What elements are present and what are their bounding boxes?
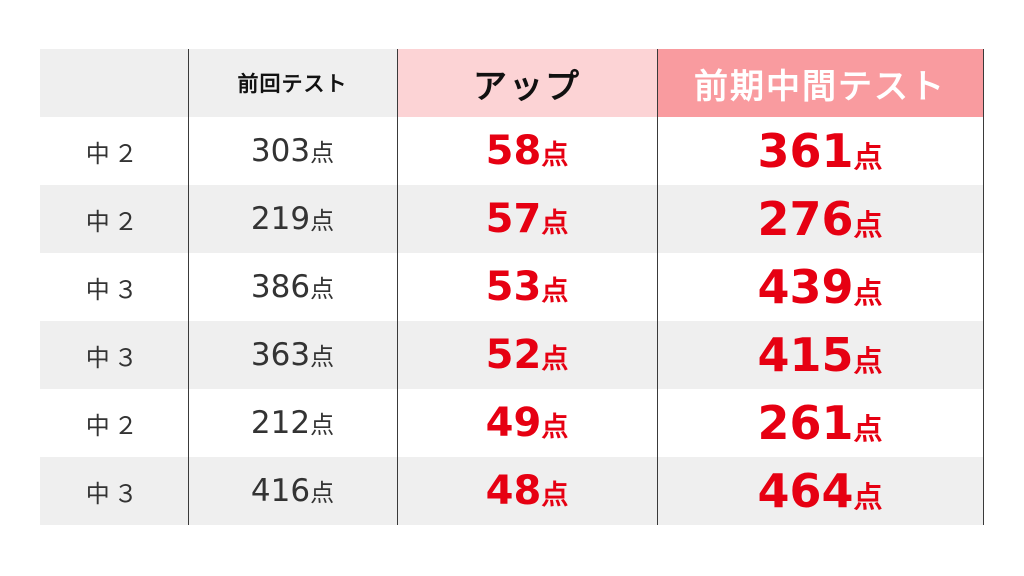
previous-score-value: 219 xyxy=(250,201,311,237)
previous-score-cell: 219点 xyxy=(187,185,397,253)
up-score-value: 58 xyxy=(485,128,542,174)
previous-score-cell: 386点 xyxy=(187,253,397,321)
midterm-score-value: 276 xyxy=(757,192,854,246)
up-score-value: 52 xyxy=(485,332,542,378)
header-row: 前回テスト アップ 前期中間テスト xyxy=(40,49,984,117)
previous-score-cell: 363点 xyxy=(187,321,397,389)
header-up-label: アップ xyxy=(473,66,581,107)
table-row: 中２ 303点 58点 361点 xyxy=(40,117,984,185)
previous-score-cell: 212点 xyxy=(187,389,397,457)
grade-cell: 中３ xyxy=(40,457,188,525)
header-previous-test-label: 前回テスト xyxy=(237,72,348,96)
midterm-score-cell: 415点 xyxy=(656,321,984,389)
previous-score-value: 416 xyxy=(250,473,311,509)
grade-cell: 中２ xyxy=(40,185,188,253)
score-unit: 点 xyxy=(541,480,569,511)
header-previous-test: 前回テスト xyxy=(187,49,397,117)
score-unit: 点 xyxy=(541,140,569,171)
grade-cell: 中３ xyxy=(40,253,188,321)
previous-score-value: 363 xyxy=(250,337,311,373)
up-score-cell: 49点 xyxy=(396,389,657,457)
midterm-score-value: 415 xyxy=(757,328,854,382)
header-grade xyxy=(40,49,188,117)
midterm-score-cell: 439点 xyxy=(656,253,984,321)
previous-score-cell: 416点 xyxy=(187,457,397,525)
table-row: 中３ 416点 48点 464点 xyxy=(40,457,984,525)
midterm-score-cell: 361点 xyxy=(656,117,984,185)
up-score-cell: 57点 xyxy=(396,185,657,253)
midterm-score-cell: 276点 xyxy=(656,185,984,253)
table-row: 中３ 386点 53点 439点 xyxy=(40,253,984,321)
score-table: 前回テスト アップ 前期中間テスト 中２ 303点 58点 361点 中２ 21… xyxy=(40,49,984,525)
midterm-score-value: 464 xyxy=(757,464,854,518)
score-unit: 点 xyxy=(310,139,335,167)
score-unit: 点 xyxy=(310,207,335,235)
previous-score-cell: 303点 xyxy=(187,117,397,185)
score-unit: 点 xyxy=(541,208,569,239)
table-row: 中３ 363点 52点 415点 xyxy=(40,321,984,389)
score-unit: 点 xyxy=(310,411,335,439)
midterm-score-cell: 464点 xyxy=(656,457,984,525)
up-score-cell: 52点 xyxy=(396,321,657,389)
header-up: アップ xyxy=(396,49,657,117)
up-score-value: 57 xyxy=(485,196,542,242)
table-row: 中２ 219点 57点 276点 xyxy=(40,185,984,253)
score-unit: 点 xyxy=(853,208,883,242)
score-unit: 点 xyxy=(853,480,883,514)
up-score-value: 53 xyxy=(485,264,542,310)
midterm-score-value: 261 xyxy=(757,396,854,450)
header-midterm: 前期中間テスト xyxy=(656,49,984,117)
midterm-score-value: 439 xyxy=(757,260,854,314)
up-score-cell: 48点 xyxy=(396,457,657,525)
previous-score-value: 212 xyxy=(250,405,311,441)
score-unit: 点 xyxy=(310,343,335,371)
up-score-cell: 58点 xyxy=(396,117,657,185)
table-row: 中２ 212点 49点 261点 xyxy=(40,389,984,457)
score-unit: 点 xyxy=(541,344,569,375)
midterm-score-cell: 261点 xyxy=(656,389,984,457)
midterm-score-value: 361 xyxy=(757,124,854,178)
grade-cell: 中３ xyxy=(40,321,188,389)
score-unit: 点 xyxy=(310,275,335,303)
score-unit: 点 xyxy=(853,276,883,310)
header-midterm-label: 前期中間テスト xyxy=(694,66,946,107)
up-score-value: 49 xyxy=(485,400,542,446)
grade-cell: 中２ xyxy=(40,117,188,185)
score-unit: 点 xyxy=(853,412,883,446)
grade-cell: 中２ xyxy=(40,389,188,457)
up-score-cell: 53点 xyxy=(396,253,657,321)
score-unit: 点 xyxy=(310,479,335,507)
score-unit: 点 xyxy=(541,412,569,443)
score-unit: 点 xyxy=(853,140,883,174)
score-unit: 点 xyxy=(541,276,569,307)
score-unit: 点 xyxy=(853,344,883,378)
up-score-value: 48 xyxy=(485,468,542,514)
previous-score-value: 303 xyxy=(250,133,311,169)
previous-score-value: 386 xyxy=(250,269,311,305)
